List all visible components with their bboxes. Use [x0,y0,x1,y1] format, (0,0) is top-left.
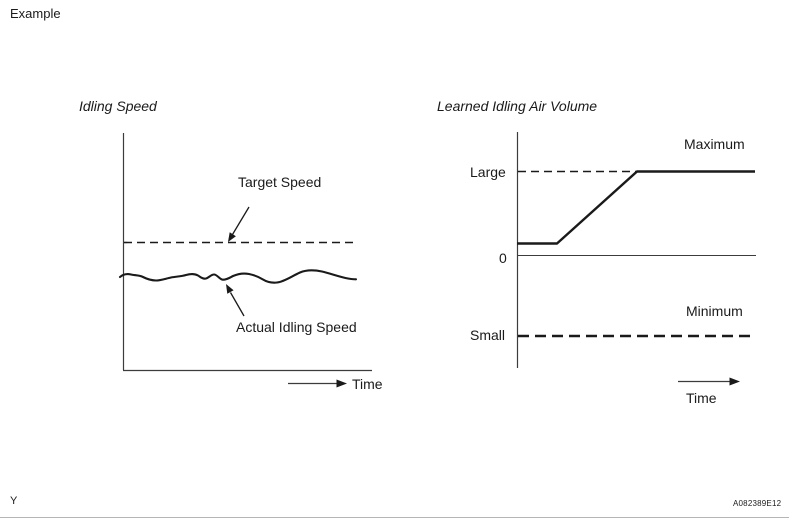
actual-idling-speed-arrow [226,284,245,317]
learned-air-volume-plot [516,132,756,386]
small-tick-label: Small [470,327,506,343]
right-chart-title: Learned Idling Air Volume [437,98,598,114]
right-time-arrow [678,377,740,386]
minimum-label: Minimum [686,303,743,319]
right-time-label: Time [686,390,717,406]
target-speed-label: Target Speed [238,174,322,190]
large-tick-label: Large [470,164,506,180]
left-time-label: Time [352,376,383,392]
actual-idling-speed-line [118,269,358,284]
example-label: Example [10,6,61,21]
learned-value-line [517,170,755,245]
left-time-arrow [288,379,347,388]
idling-speed-plot [118,133,372,388]
footer-page-mark: Y [10,495,18,507]
figure-code: A082389E12 [733,499,782,508]
actual-idling-speed-label: Actual Idling Speed [236,319,357,335]
zero-tick-label: 0 [499,250,507,266]
maximum-label: Maximum [684,136,745,152]
target-speed-arrow [228,206,250,242]
left-chart-title: Idling Speed [79,98,157,114]
